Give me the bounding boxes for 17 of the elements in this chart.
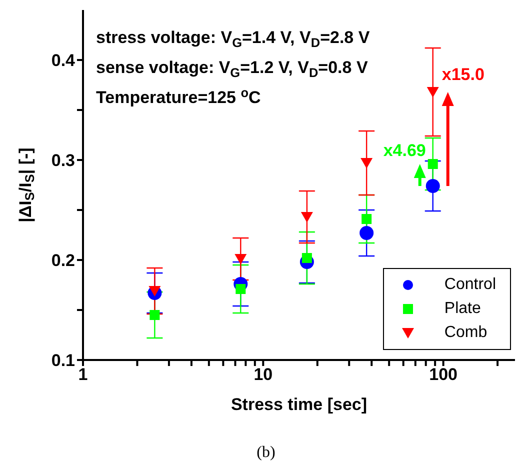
text: (b) — [256, 444, 276, 462]
y-tick-label: 0.1 — [51, 351, 75, 370]
annotation: x15.0 — [442, 65, 484, 84]
annotation: stress voltage: V$_{G}$=1.4 V, V$_{D}$=2.8 V — [96, 28, 370, 50]
annotation: sense voltage: V$_{G}$=1.2 V, V$_{D}$=0.8 V — [96, 58, 368, 80]
y-tick-label: 0.3 — [51, 151, 75, 170]
legend-label: Plate — [444, 300, 481, 318]
y-tick-label: 0.2 — [51, 251, 75, 270]
legend-label: Control — [444, 276, 496, 294]
legend-label: Comb — [444, 324, 488, 342]
x-tick-label: 1 — [78, 365, 88, 384]
x-tick-label: 10 — [254, 365, 273, 384]
annotation: Temperature=125 $^{o}$C — [96, 85, 261, 107]
annotation: x4.69 — [383, 141, 426, 160]
y-tick-label: 0.4 — [51, 51, 76, 70]
x-tick-label: 100 — [429, 365, 458, 384]
x-axis-title: Stress time [sec] — [230, 395, 368, 414]
